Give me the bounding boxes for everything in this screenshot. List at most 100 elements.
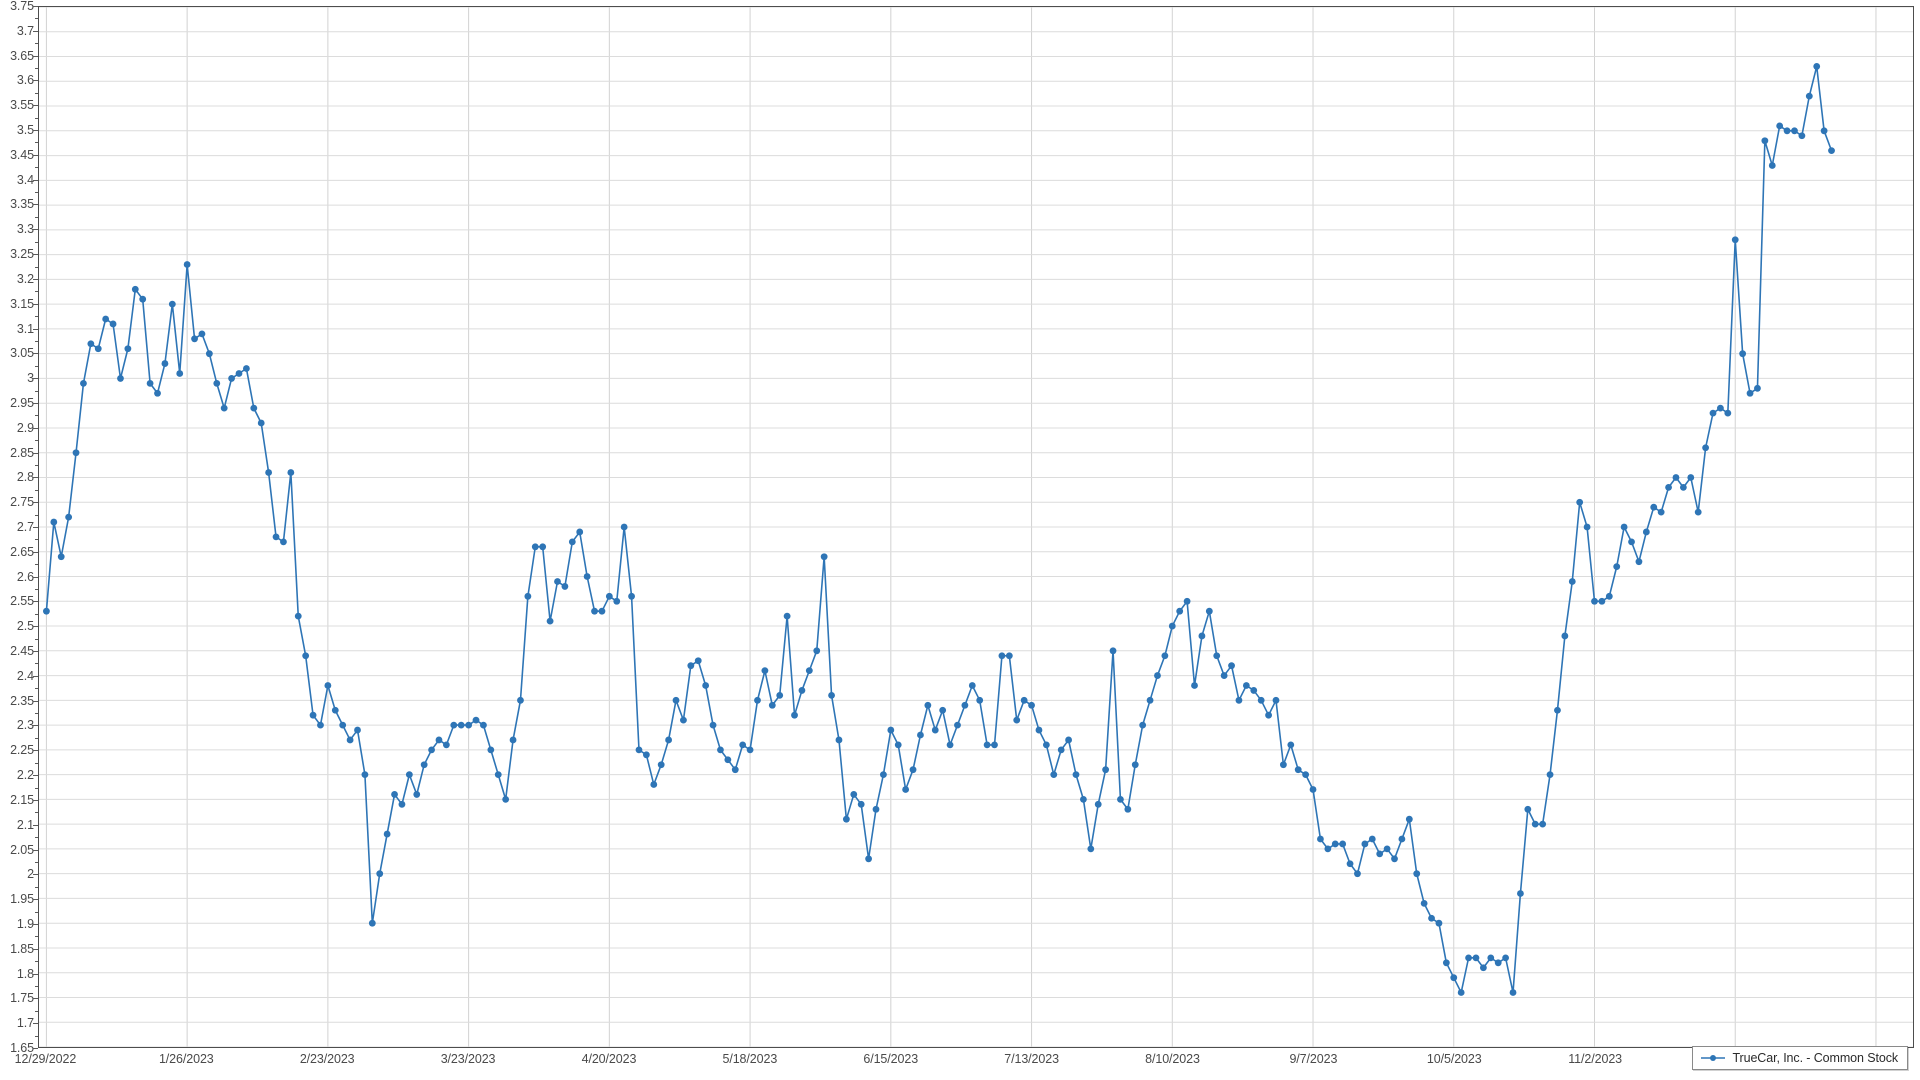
y-axis-minor-tick-mark	[35, 688, 38, 690]
y-axis-tick-label: 2.15	[10, 792, 34, 807]
price-data-point	[754, 696, 761, 704]
price-data-point	[1805, 92, 1813, 100]
price-data-point	[1828, 147, 1835, 155]
y-axis-tick-mark	[33, 626, 38, 628]
price-data-point	[1072, 771, 1080, 779]
y-axis-tick-mark	[33, 452, 38, 454]
price-data-point	[1161, 652, 1169, 660]
price-data-point	[1487, 954, 1495, 962]
price-data-point	[1517, 890, 1524, 897]
y-axis-tick-label: 3.35	[10, 197, 34, 212]
y-axis-minor-tick-mark	[35, 464, 38, 466]
price-data-point	[1131, 761, 1139, 769]
y-axis-tick-label: 1.75	[10, 991, 34, 1006]
price-data-point	[954, 721, 961, 729]
price-data-point	[961, 701, 969, 709]
price-data-point	[1665, 483, 1672, 491]
y-axis-minor-tick-mark	[35, 638, 38, 640]
price-data-point	[280, 538, 287, 546]
price-data-point	[257, 419, 265, 427]
y-axis-tick-label: 3.5	[16, 122, 34, 137]
price-data-point	[635, 746, 643, 754]
y-axis-minor-tick-mark	[35, 837, 38, 839]
price-data-point	[146, 379, 154, 387]
chart-legend[interactable]: TrueCar, Inc. - Common Stock	[1692, 1046, 1908, 1070]
price-data-point	[1020, 696, 1028, 704]
y-axis-minor-tick-mark	[35, 68, 38, 70]
chart-canvas	[39, 7, 1913, 1047]
y-axis-tick-mark	[33, 1023, 38, 1025]
price-data-point	[131, 285, 139, 293]
price-data-point	[339, 721, 347, 729]
y-axis-tick-label: 3.6	[16, 73, 34, 88]
price-data-point	[946, 741, 954, 749]
price-data-point	[317, 721, 324, 729]
price-data-point	[680, 716, 687, 724]
price-data-point	[480, 721, 487, 729]
price-data-point	[191, 335, 198, 343]
price-data-point	[1798, 132, 1806, 140]
price-data-point	[413, 791, 421, 798]
price-data-point	[1731, 236, 1739, 244]
plot-area[interactable]	[38, 6, 1914, 1048]
price-data-point	[376, 870, 384, 878]
price-data-point	[331, 706, 339, 714]
price-data-point	[598, 607, 606, 615]
price-data-point	[1331, 840, 1339, 848]
y-axis-minor-tick-mark	[35, 1035, 38, 1037]
y-axis-minor-tick-mark	[35, 564, 38, 566]
price-data-point	[1228, 662, 1235, 670]
y-axis-tick-mark	[33, 799, 38, 801]
price-data-point	[1791, 127, 1798, 135]
price-data-point	[1768, 162, 1776, 169]
x-axis-tick-labels: 12/29/2022 1/26/2023 2/23/2023 3/23/2023 4/2…	[15, 1052, 1914, 1076]
price-data-point	[1546, 771, 1554, 779]
y-axis-tick-mark	[33, 601, 38, 603]
price-data-point	[168, 300, 176, 308]
y-axis-tick-label: 2.25	[10, 743, 34, 758]
price-data-point	[1694, 508, 1702, 516]
y-axis-tick-mark	[33, 502, 38, 504]
price-data-point	[902, 786, 910, 793]
price-data-point	[1746, 389, 1754, 397]
price-data-point	[1709, 409, 1717, 417]
price-data-point	[650, 781, 658, 788]
y-axis-tick-label: 2.4	[16, 668, 34, 683]
price-data-point	[976, 696, 984, 704]
price-data-point	[294, 612, 302, 620]
y-axis-tick-label: 2.2	[16, 767, 34, 782]
price-data-point	[983, 741, 991, 749]
price-data-point	[435, 736, 443, 744]
y-axis-tick-mark	[33, 30, 38, 32]
price-data-point	[1050, 771, 1058, 779]
price-data-point	[228, 375, 235, 382]
price-data-point	[857, 800, 865, 808]
price-data-point	[1687, 474, 1695, 481]
y-axis-minor-tick-mark	[35, 192, 38, 194]
y-axis-tick-mark	[33, 874, 38, 876]
price-data-point	[183, 261, 191, 268]
price-data-point	[1346, 860, 1354, 868]
y-axis-minor-tick-mark	[35, 266, 38, 268]
x-axis-tick-label: 4/20/2023	[581, 1052, 637, 1066]
price-data-point	[665, 736, 673, 744]
price-data-point	[509, 736, 517, 744]
price-data-point	[1398, 835, 1406, 843]
y-axis-tick-label: 3.4	[16, 172, 34, 187]
y-axis-minor-tick-mark	[35, 43, 38, 45]
price-data-point	[1235, 696, 1243, 704]
price-data-point	[1620, 523, 1628, 531]
y-axis-tick-labels: 3.75 3.7 3.65 3.6 3.55 3.5 3.45 3.4 3.35 3.3 3.25 3…	[0, 0, 34, 1054]
price-data-point	[1176, 607, 1184, 615]
price-data-point	[391, 791, 398, 798]
y-axis-tick-label: 1.85	[10, 941, 34, 956]
y-axis-minor-tick-mark	[35, 737, 38, 739]
y-axis-tick-label: 2.85	[10, 445, 34, 460]
price-data-point	[1168, 622, 1176, 630]
price-data-point	[220, 404, 228, 412]
price-data-point	[43, 607, 50, 615]
price-data-point	[1383, 845, 1391, 853]
price-data-point	[1524, 805, 1532, 813]
y-axis-minor-tick-mark	[35, 241, 38, 243]
price-data-point	[1494, 959, 1502, 967]
